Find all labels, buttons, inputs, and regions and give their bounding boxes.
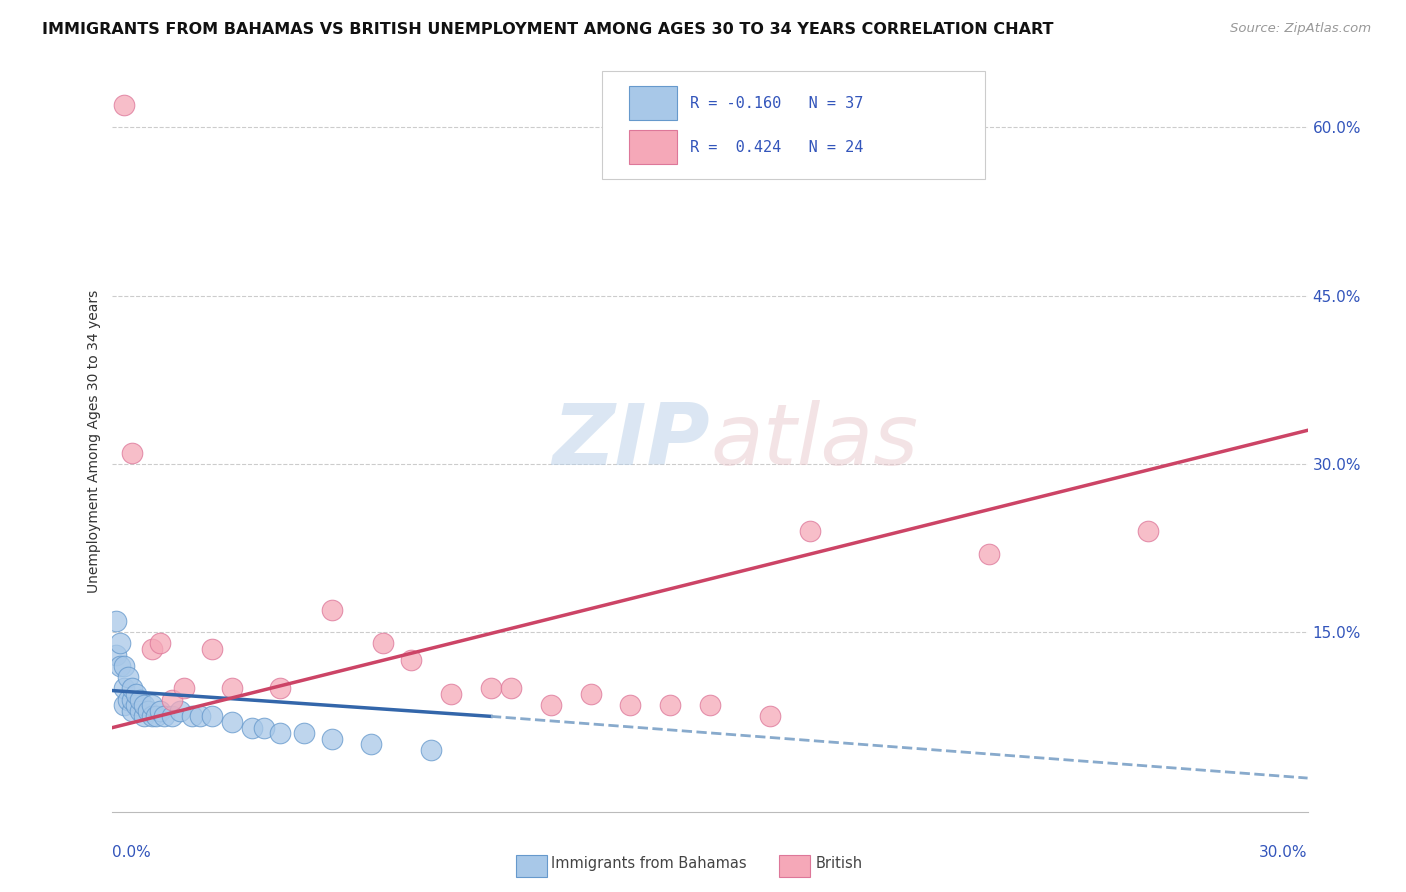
Point — [121, 681, 143, 696]
Point — [269, 681, 291, 696]
Point — [117, 670, 139, 684]
Point — [201, 642, 224, 657]
Point — [440, 687, 463, 701]
Point — [540, 698, 562, 713]
FancyBboxPatch shape — [603, 71, 986, 178]
Point — [129, 704, 152, 718]
Point — [619, 698, 641, 713]
Point — [149, 704, 172, 718]
Point — [129, 692, 152, 706]
Point — [221, 681, 243, 696]
Point — [173, 681, 195, 696]
Point — [134, 709, 156, 723]
Y-axis label: Unemployment Among Ages 30 to 34 years: Unemployment Among Ages 30 to 34 years — [87, 290, 101, 593]
Point — [125, 698, 148, 713]
Text: Source: ZipAtlas.com: Source: ZipAtlas.com — [1230, 22, 1371, 36]
Point — [138, 704, 160, 718]
Point — [759, 709, 782, 723]
Point — [149, 636, 172, 650]
Text: Immigrants from Bahamas: Immigrants from Bahamas — [551, 856, 747, 871]
FancyBboxPatch shape — [628, 86, 676, 120]
Point — [125, 687, 148, 701]
Text: British: British — [815, 856, 863, 871]
Point — [240, 721, 263, 735]
Point — [153, 709, 176, 723]
Text: atlas: atlas — [710, 400, 918, 483]
Point — [114, 659, 135, 673]
Point — [201, 709, 224, 723]
Text: ZIP: ZIP — [553, 400, 710, 483]
Point — [110, 636, 132, 650]
Point — [699, 698, 721, 713]
Point — [659, 698, 682, 713]
Point — [181, 709, 204, 723]
Point — [134, 698, 156, 713]
Point — [479, 681, 502, 696]
Point — [799, 524, 821, 539]
Point — [105, 648, 128, 662]
Point — [499, 681, 522, 696]
FancyBboxPatch shape — [628, 129, 676, 164]
Point — [162, 709, 183, 723]
Point — [269, 726, 291, 740]
Point — [253, 721, 276, 735]
Point — [121, 446, 143, 460]
Point — [141, 709, 163, 723]
Point — [114, 681, 135, 696]
Point — [105, 614, 128, 628]
Text: 0.0%: 0.0% — [112, 845, 152, 860]
Point — [321, 603, 343, 617]
Point — [169, 704, 191, 718]
Point — [420, 743, 443, 757]
Text: 30.0%: 30.0% — [1260, 845, 1308, 860]
Text: R = -0.160   N = 37: R = -0.160 N = 37 — [690, 95, 863, 111]
Point — [114, 98, 135, 112]
Point — [162, 692, 183, 706]
Point — [360, 738, 382, 752]
Point — [121, 704, 143, 718]
Point — [188, 709, 211, 723]
Point — [401, 653, 423, 667]
Point — [145, 709, 167, 723]
Point — [977, 547, 1000, 561]
Point — [292, 726, 315, 740]
Point — [579, 687, 602, 701]
Point — [114, 698, 135, 713]
Point — [121, 692, 143, 706]
Point — [110, 659, 132, 673]
Point — [373, 636, 395, 650]
Point — [1137, 524, 1160, 539]
Text: IMMIGRANTS FROM BAHAMAS VS BRITISH UNEMPLOYMENT AMONG AGES 30 TO 34 YEARS CORREL: IMMIGRANTS FROM BAHAMAS VS BRITISH UNEMP… — [42, 22, 1053, 37]
Point — [141, 642, 163, 657]
Point — [321, 731, 343, 746]
Point — [117, 692, 139, 706]
Text: R =  0.424   N = 24: R = 0.424 N = 24 — [690, 139, 863, 154]
Point — [141, 698, 163, 713]
Point — [221, 714, 243, 729]
